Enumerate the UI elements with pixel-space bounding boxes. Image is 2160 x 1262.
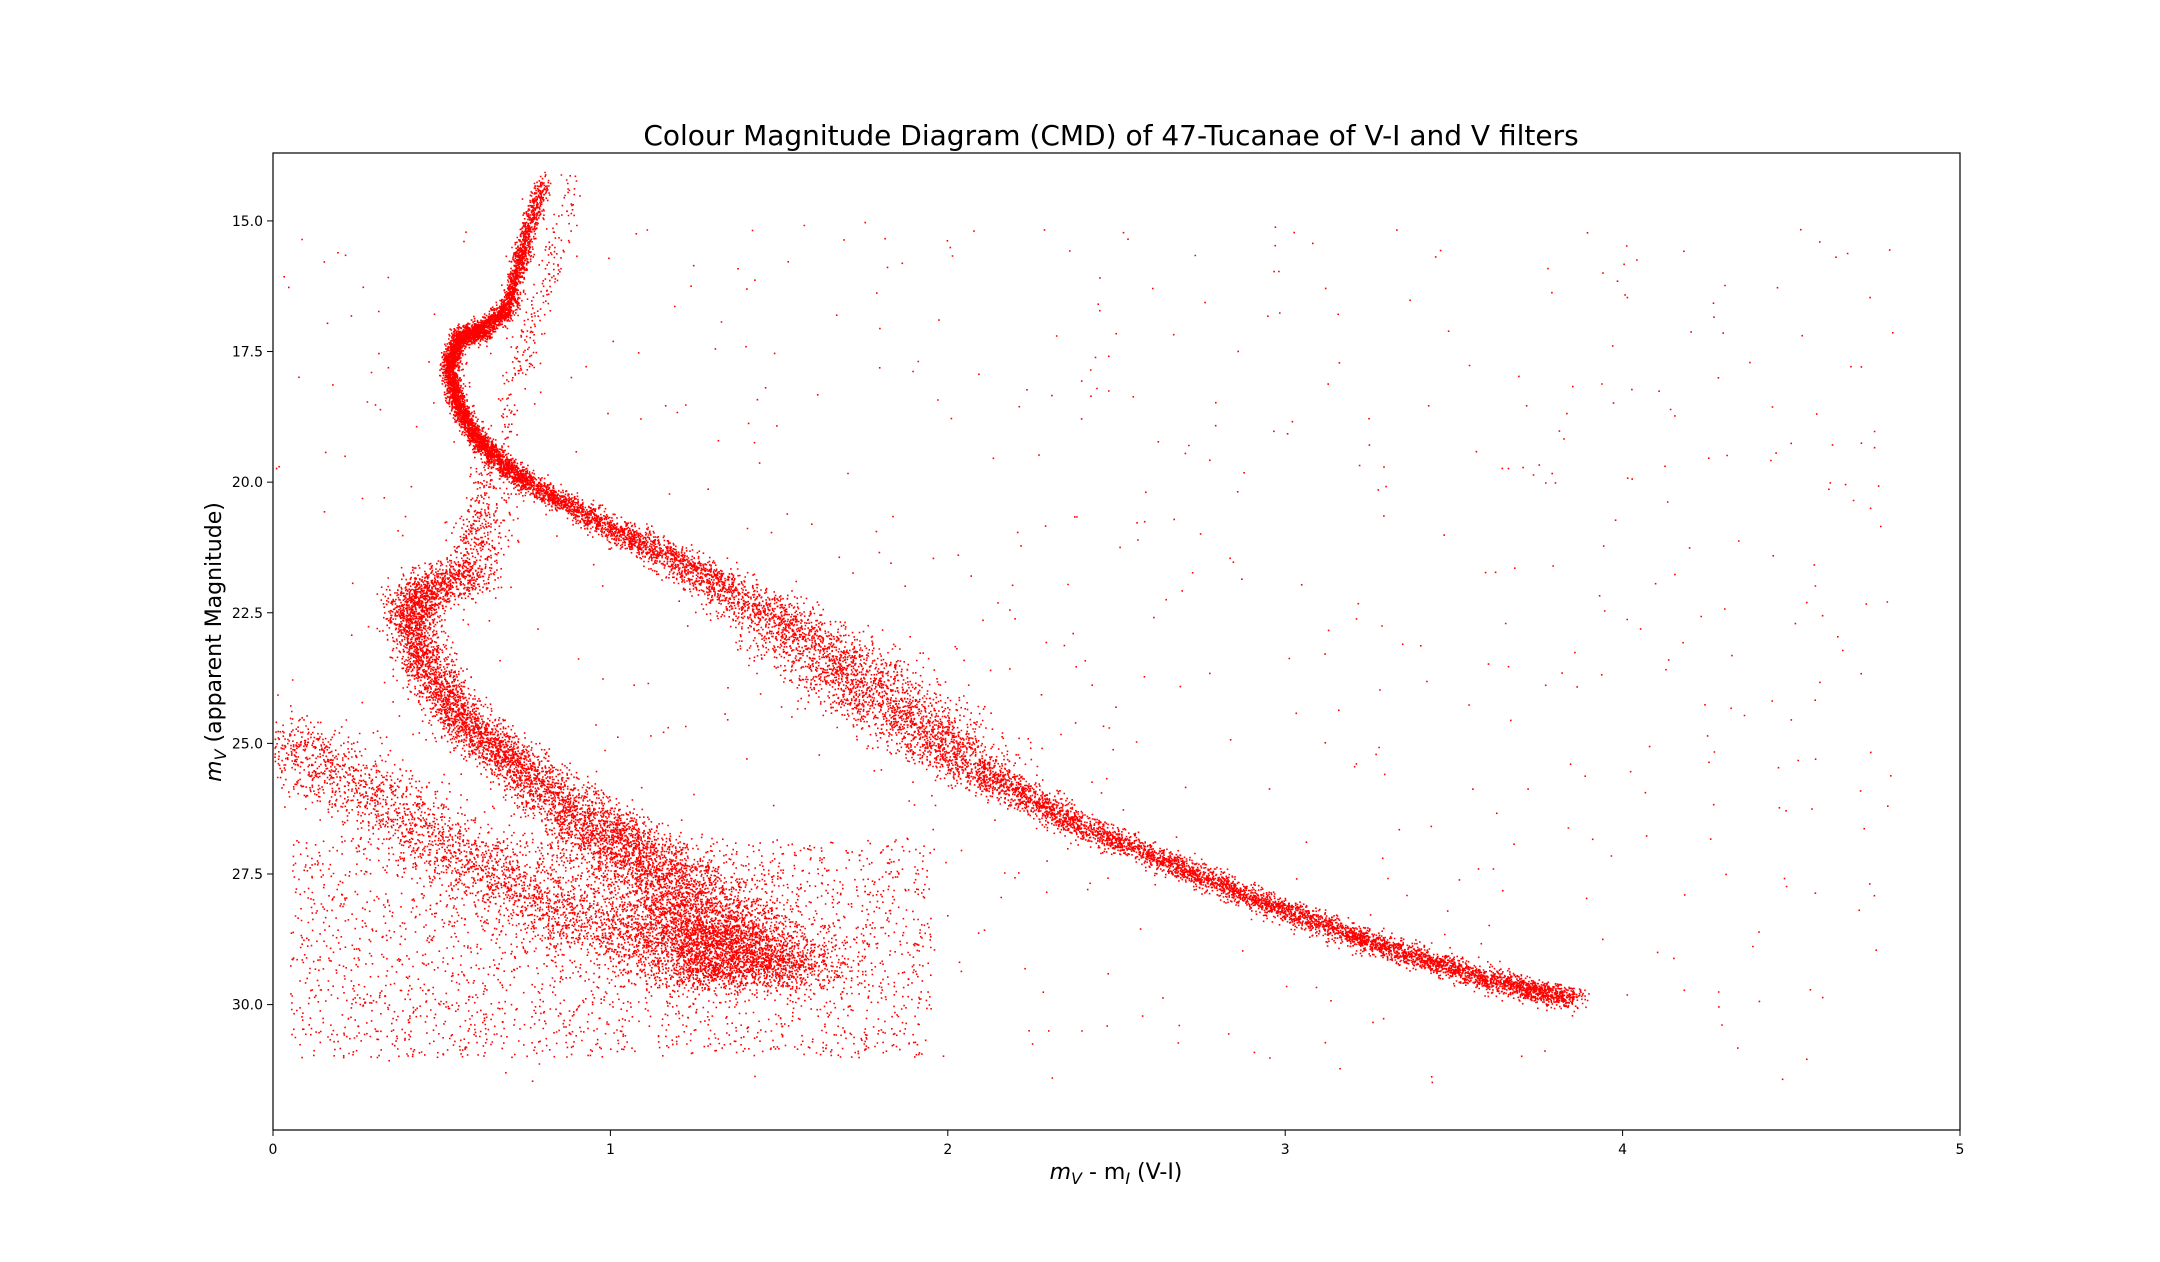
x-axis-label: mV - mI (V-I) xyxy=(1050,1160,1183,1188)
y-tick-label: 17.5 xyxy=(232,345,263,361)
x-tick-label: 0 xyxy=(269,1142,278,1158)
y-tick-label: 27.5 xyxy=(232,867,263,883)
x-label-sub1: V xyxy=(1071,1169,1083,1188)
x-tick-label: 1 xyxy=(606,1142,615,1158)
plot-area xyxy=(273,153,1960,1130)
y-label-sub: V xyxy=(211,748,230,760)
x-tick-label: 2 xyxy=(943,1142,952,1158)
x-label-mid: - m xyxy=(1082,1160,1125,1185)
y-label-tail: (apparent Magnitude) xyxy=(202,502,227,749)
y-axis-label: mV (apparent Magnitude) xyxy=(202,502,230,782)
x-tick-label: 3 xyxy=(1281,1142,1290,1158)
x-label-tail: (V-I) xyxy=(1130,1160,1182,1185)
x-tick-label: 5 xyxy=(1956,1142,1965,1158)
chart-title: Colour Magnitude Diagram (CMD) of 47-Tuc… xyxy=(643,119,1578,152)
x-tick-label: 4 xyxy=(1618,1142,1627,1158)
plot-frame xyxy=(272,152,1961,1131)
y-tick-label: 22.5 xyxy=(232,606,263,622)
y-tick-label: 30.0 xyxy=(232,998,263,1014)
x-label-sub2: I xyxy=(1125,1169,1130,1188)
x-label-m1: m xyxy=(1050,1160,1071,1185)
y-tick-label: 25.0 xyxy=(232,736,263,752)
y-axis-ticks: 15.0 17.5 20.0 22.5 25.0 27.5 30.0 xyxy=(232,214,273,1014)
y-tick-label: 20.0 xyxy=(232,475,263,491)
y-tick-label: 15.0 xyxy=(232,214,263,230)
x-axis-ticks: 0 1 2 3 4 5 xyxy=(269,1130,1965,1158)
y-label-m: m xyxy=(202,760,227,781)
